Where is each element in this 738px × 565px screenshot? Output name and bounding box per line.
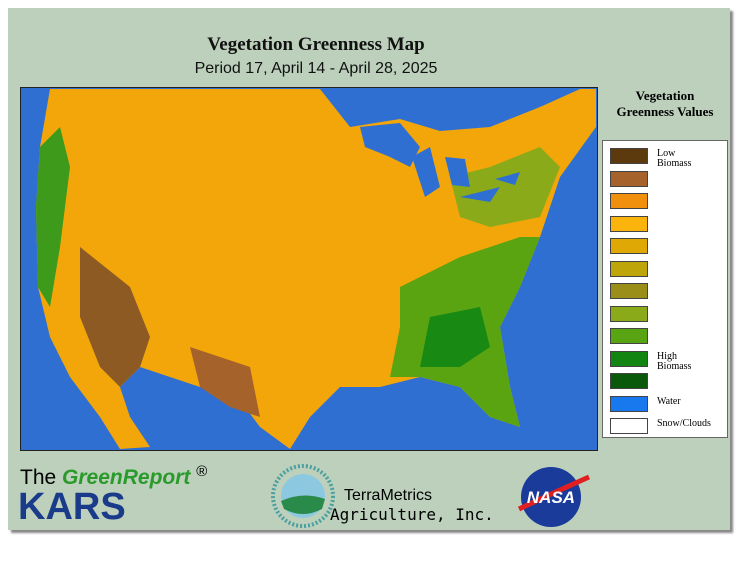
legend-label: High Biomass	[657, 350, 692, 372]
legend-swatch	[610, 328, 648, 344]
greenreport-logo: The GreenReport ®	[20, 463, 207, 490]
nasa-text: NASA	[527, 488, 575, 507]
legend-label: Snow/Clouds	[657, 418, 711, 429]
legend-label: Water	[657, 395, 681, 407]
nasa-logo: NASA	[517, 467, 591, 527]
legend-swatch	[610, 170, 648, 187]
legend-swatch	[610, 395, 648, 412]
kars-logo: KARS	[18, 486, 126, 528]
legend-swatch	[610, 238, 648, 254]
map	[20, 87, 598, 451]
prefix: The	[20, 466, 57, 489]
legend-swatch	[610, 193, 648, 209]
panel: Vegetation Greenness Map Period 17, Apri…	[8, 8, 730, 530]
legend-swatch	[610, 148, 648, 164]
brand: GreenReport	[62, 466, 191, 489]
legend-swatch	[610, 215, 648, 232]
legend: Low Biomass High Biomass Water Snow/Clouds	[602, 140, 728, 438]
partner-name: TerraMetrics	[344, 487, 433, 504]
legend-swatch	[610, 283, 648, 299]
legend-swatch	[610, 260, 648, 277]
legend-swatch	[610, 373, 648, 389]
terrametrics-logo	[271, 464, 335, 528]
legend-label: Low Biomass	[657, 148, 692, 169]
legend-swatch	[610, 305, 648, 322]
legend-swatch	[610, 418, 648, 434]
partner-subtitle: Agriculture, Inc.	[330, 505, 494, 524]
legend-title: Vegetation Greenness Values	[616, 88, 714, 119]
registered-mark: ®	[196, 463, 208, 480]
legend-swatch	[610, 350, 648, 367]
title: Vegetation Greenness Map	[207, 34, 425, 55]
subtitle: Period 17, April 14 - April 28, 2025	[194, 60, 438, 77]
